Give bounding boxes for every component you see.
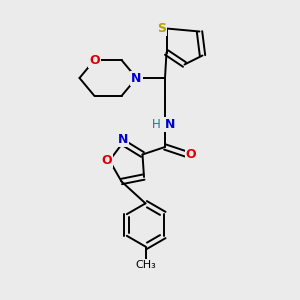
Text: O: O [186, 148, 196, 161]
Text: O: O [101, 154, 112, 167]
Text: O: O [89, 53, 100, 67]
Text: H: H [152, 118, 161, 131]
Text: S: S [158, 22, 166, 35]
Text: N: N [118, 133, 128, 146]
Text: CH₃: CH₃ [135, 260, 156, 270]
Text: N: N [165, 118, 176, 131]
Text: N: N [131, 71, 142, 85]
